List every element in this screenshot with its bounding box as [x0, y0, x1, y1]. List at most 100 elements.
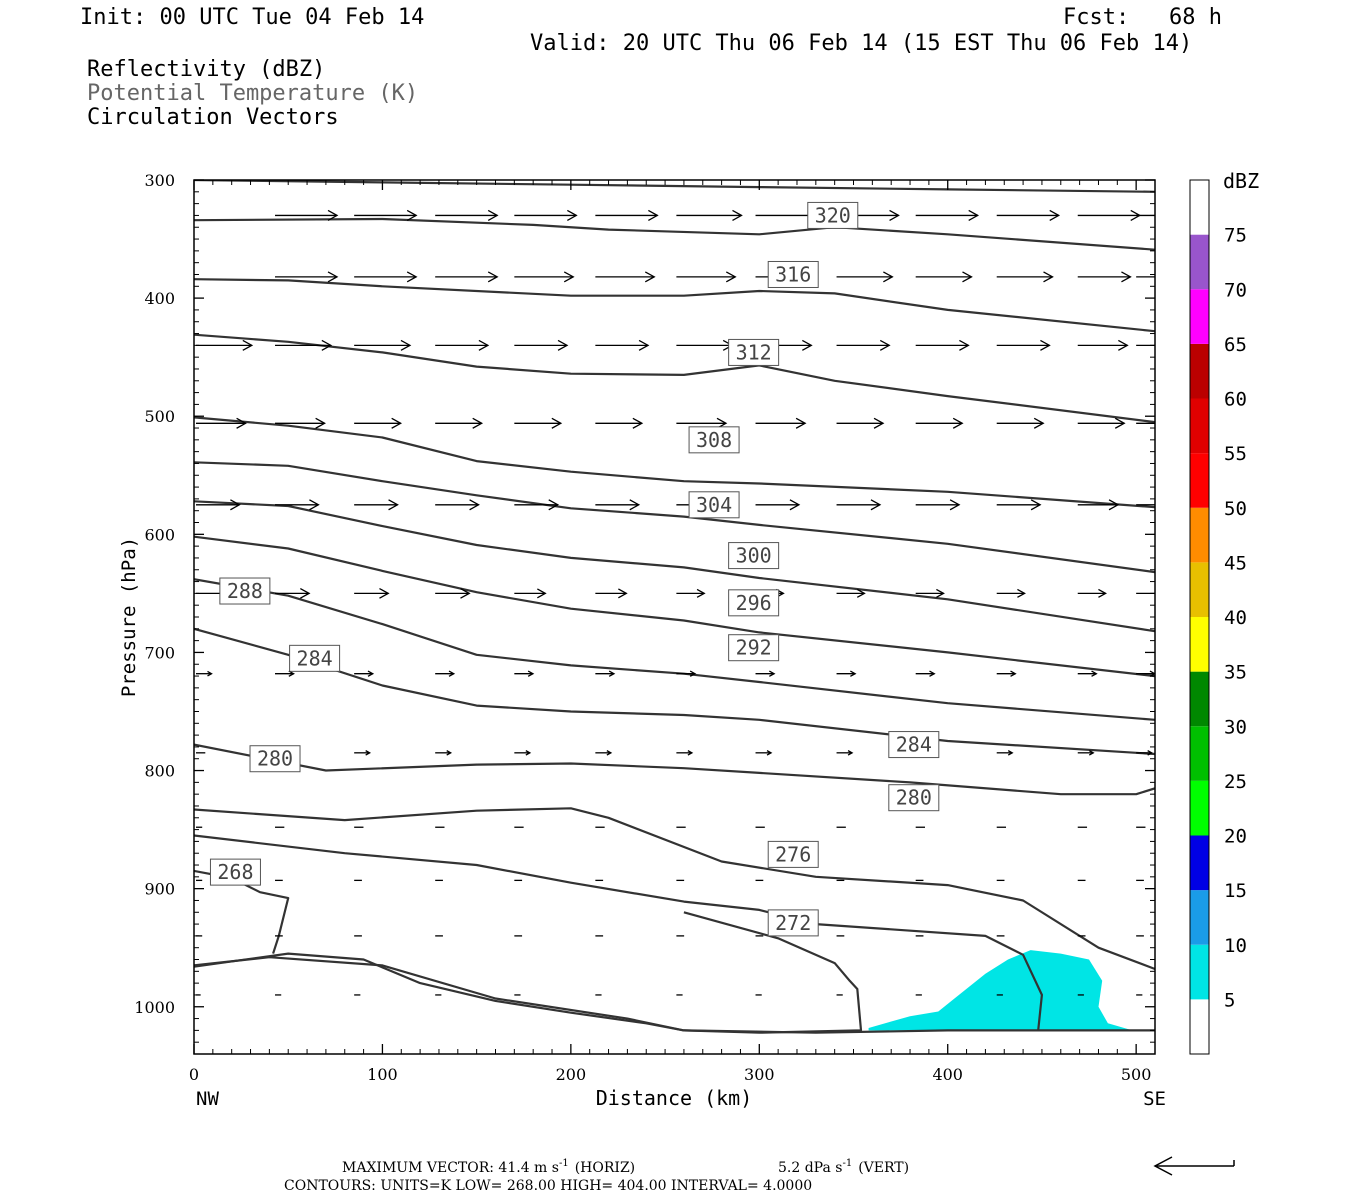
theta-contour-276 — [194, 807, 1155, 971]
endpoint-se: SE — [1143, 1088, 1166, 1110]
contour-label-text: 280 — [896, 786, 932, 810]
circulation-vector — [275, 670, 295, 677]
circulation-vector — [514, 499, 560, 511]
circulation-vector — [1077, 499, 1120, 511]
circulation-vector — [836, 750, 854, 756]
circulation-vector — [435, 271, 499, 283]
circulation-vector — [1136, 344, 1155, 347]
colorbar-bin — [1190, 289, 1209, 344]
contours-info: CONTOURS: UNITS=K LOW= 268.00 HIGH= 404.… — [284, 1178, 812, 1194]
circulation-vector — [755, 670, 776, 677]
circulation-vector — [996, 209, 1061, 221]
circulation-vector — [196, 339, 254, 351]
contour-label-text: 312 — [736, 340, 772, 364]
axis-layer: 300 400 500 600 700 800 900 1000 0 100 200 300 400 50… — [134, 171, 1156, 1084]
colorbar-bin — [1190, 180, 1209, 235]
contour-label: 280 — [249, 745, 301, 773]
x-tick-label: 100 — [367, 1065, 398, 1084]
circulation-vector — [275, 587, 311, 599]
circulation-vector — [836, 339, 891, 351]
colorbar-tick-label: 30 — [1224, 716, 1247, 738]
contour-label-text: 280 — [257, 747, 293, 771]
circulation-vector — [595, 588, 628, 599]
y-tick-label: 900 — [144, 880, 175, 899]
reference-vector-arrow — [1153, 1156, 1235, 1176]
contour-label: 316 — [767, 260, 819, 288]
circulation-vector — [435, 587, 471, 599]
circulation-vector — [354, 499, 399, 511]
theta-contour-300 — [194, 461, 1155, 574]
colorbar-frame — [1189, 179, 1210, 1055]
theta-contour-268 — [194, 911, 863, 1034]
colorbar-tick-label: 55 — [1224, 443, 1247, 465]
contour-label: 292 — [728, 634, 780, 662]
circulation-vector — [676, 750, 694, 756]
colorbar-tick-label: 70 — [1224, 279, 1247, 301]
contour-label: 320 — [807, 201, 859, 229]
colorbar-tick-label: 5 — [1224, 989, 1235, 1011]
circulation-vector — [354, 417, 403, 429]
circulation-vector — [275, 209, 339, 221]
theta-contour-272 — [194, 834, 1043, 1031]
theta-contour-292 — [194, 535, 1155, 678]
contour-label-text: 272 — [775, 911, 811, 935]
circulation-vector — [836, 417, 885, 429]
contour-label: 300 — [728, 542, 780, 570]
theta-contour-316 — [194, 217, 1155, 251]
colorbar-bin — [1190, 944, 1209, 1000]
circulation-vector — [514, 750, 532, 756]
colorbar-bin — [1190, 343, 1209, 399]
vert-value-text: 5.2 dPa s — [778, 1160, 842, 1176]
circulation-vector — [1077, 670, 1098, 677]
contour-label: 308 — [688, 426, 740, 454]
colorbar-tick-label: 75 — [1224, 225, 1247, 247]
theta-contour-layer — [194, 180, 1155, 1034]
circulation-vector — [354, 339, 412, 351]
theta-contour-312 — [194, 278, 1155, 333]
circulation-vector — [836, 499, 882, 511]
circulation-vector — [275, 339, 333, 351]
circulation-vector — [514, 588, 547, 599]
x-tick-label: 300 — [744, 1065, 775, 1084]
circulation-vector — [435, 670, 456, 677]
circulation-vector — [595, 417, 644, 429]
init-time: Init: 00 UTC Tue 04 Feb 14 — [80, 5, 425, 30]
colorbar-tick-label: 50 — [1224, 498, 1247, 520]
theta-contour-280 — [194, 743, 1155, 796]
colorbar-tick-label: 40 — [1224, 607, 1247, 629]
contour-label: 284 — [888, 731, 940, 759]
circulation-vector — [676, 588, 706, 598]
colorbar-bin — [1190, 671, 1209, 727]
theta-contour-320 — [194, 180, 1155, 193]
colorbar-tick-label: 45 — [1224, 552, 1247, 574]
circulation-vector — [755, 750, 773, 756]
circulation-vector — [996, 417, 1045, 429]
max-vector-vert: 5.2 dPa s-1 (VERT) — [778, 1158, 909, 1176]
contour-label-text: 284 — [297, 646, 333, 670]
field-circulation-vectors: Circulation Vectors — [87, 105, 339, 130]
contour-label: 272 — [767, 909, 819, 937]
circulation-vector — [595, 499, 641, 511]
x-tick-label: 0 — [189, 1065, 199, 1084]
colorbar-bin — [1190, 890, 1209, 945]
circulation-vector — [1136, 504, 1155, 506]
circulation-vector — [275, 271, 339, 283]
circulation-vector — [435, 750, 453, 756]
y-axis-label: Pressure (hPa) — [118, 537, 140, 697]
y-tick-label: 300 — [144, 171, 175, 190]
circulation-vector — [354, 209, 418, 221]
circulation-vector — [354, 271, 418, 283]
contour-label-text: 288 — [227, 579, 263, 603]
circulation-vector — [676, 209, 743, 221]
circulation-vector — [676, 271, 737, 283]
circulation-vector — [354, 587, 390, 599]
field-reflectivity: Reflectivity (dBZ) — [87, 57, 326, 82]
max-vector-horiz: MAXIMUM VECTOR: 41.4 m s-1 (HORIZ) — [342, 1158, 635, 1176]
contour-label-text: 304 — [696, 493, 732, 517]
colorbar-tick-label: 60 — [1224, 389, 1247, 411]
circulation-vector — [836, 588, 866, 598]
circulation-vector — [836, 271, 894, 283]
y-tick-label: 800 — [144, 762, 175, 781]
circulation-vector-layer — [196, 209, 1155, 996]
contour-label-text: 320 — [815, 203, 851, 227]
